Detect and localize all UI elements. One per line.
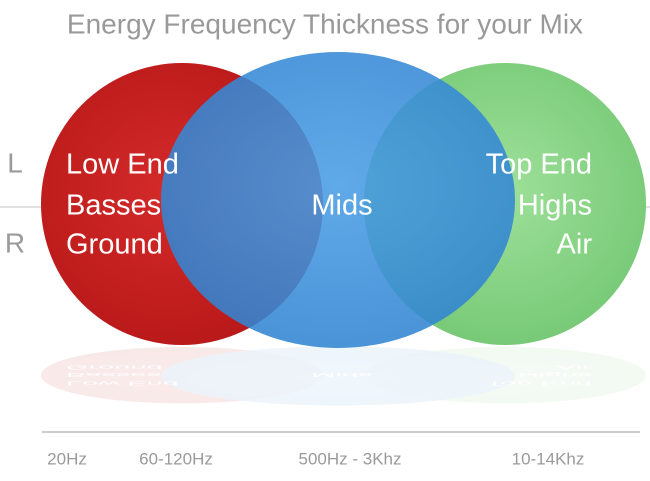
high-label: Air <box>557 364 592 370</box>
venn: Low End Basses Ground Mids Top End Highs… <box>0 52 650 348</box>
mid-circle <box>161 346 515 406</box>
low-label: Basses <box>66 190 161 222</box>
channel-label: R <box>5 227 25 258</box>
high-label: Top End <box>486 380 592 386</box>
high-label: Highs <box>518 372 592 378</box>
mid-circle <box>161 52 515 348</box>
low-label: Ground <box>66 229 163 261</box>
freq-label: 20Hz <box>47 449 87 468</box>
channel-label: L <box>7 147 23 178</box>
high-label: Highs <box>518 190 592 222</box>
freq-label: 500Hz - 3Khz <box>299 449 402 468</box>
mid-label: Mids <box>311 190 372 222</box>
low-label: Basses <box>66 372 161 378</box>
mid-label: Mids <box>311 372 372 378</box>
high-label: Top End <box>486 149 592 181</box>
freq-label: 60-120Hz <box>139 449 213 468</box>
low-label: Low End <box>66 380 179 386</box>
high-label: Air <box>557 229 593 261</box>
freq-label: 10-14Khz <box>512 449 585 468</box>
title: Energy Frequency Thickness for your Mix <box>67 8 583 39</box>
low-label: Ground <box>66 364 163 370</box>
reflection: Low End Basses Ground Mids Top End Highs… <box>41 346 646 406</box>
low-label: Low End <box>66 149 179 181</box>
